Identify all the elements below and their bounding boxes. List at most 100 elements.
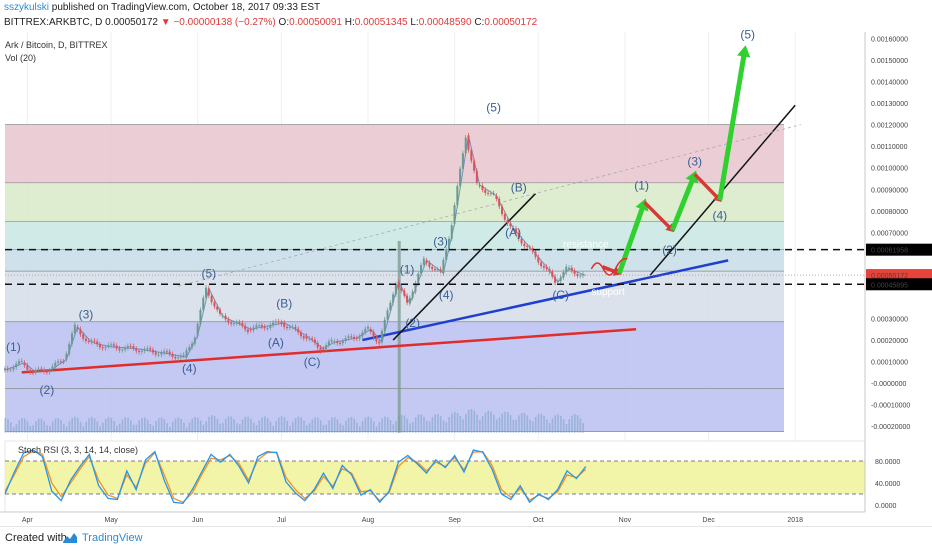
candle (121, 349, 124, 351)
volume-bar (551, 418, 554, 433)
candle (143, 348, 146, 351)
rsi-tick-label: 0.0000 (875, 503, 897, 510)
volume-bar (512, 419, 515, 433)
candle (266, 327, 269, 329)
volume-bar (74, 416, 76, 433)
volume-bar (294, 418, 297, 433)
volume-bar (400, 414, 403, 433)
candle (503, 213, 506, 220)
candle (87, 340, 90, 342)
wave-label: (5) (486, 101, 501, 115)
volume-bar (437, 414, 439, 433)
price-tick-label: -0.0000000 (871, 381, 907, 388)
wave-label: (3) (433, 234, 448, 248)
volume-bar (278, 417, 280, 433)
candle (294, 326, 297, 329)
volume-bar (347, 417, 350, 433)
volume-bar (442, 420, 445, 433)
annotation-resistance: resistance (563, 239, 609, 250)
volume-bar (57, 418, 60, 433)
candle (179, 355, 182, 358)
volume-bar (71, 417, 74, 433)
candle (408, 297, 411, 304)
volume-bar (473, 410, 476, 433)
volume-bar (342, 425, 344, 433)
chart-canvas[interactable]: (1) (2) (3) (4) (5) (A) (B) (C) (1) (2) (3) (4) (5) (… (0, 30, 932, 526)
price-tick-label: 0.00070000 (871, 230, 908, 237)
volume-bar (289, 425, 291, 433)
candle (252, 327, 255, 331)
candle (73, 324, 76, 334)
volume-bar (191, 418, 194, 433)
volume-bar (171, 421, 174, 433)
volume-bar (96, 421, 99, 433)
fib-band (5, 124, 785, 183)
candle (344, 338, 347, 342)
volume-bar (157, 418, 160, 433)
price-tick-label: 0.00110000 (871, 144, 908, 151)
candle (15, 363, 18, 368)
candle (450, 225, 453, 239)
candle (37, 368, 40, 370)
volume-bar (403, 415, 406, 433)
volume-bar (370, 417, 372, 433)
candle (26, 365, 29, 370)
time-tick-label: Jun (192, 517, 203, 524)
volume-bar (490, 411, 492, 433)
candle (517, 233, 520, 239)
candle (9, 369, 12, 371)
candle (364, 328, 367, 333)
wave-label: (4) (182, 361, 197, 375)
volume-bar (518, 415, 520, 433)
wave-label: (B) (511, 180, 527, 194)
time-tick-label: 2018 (787, 517, 803, 524)
up-arrow-head (737, 45, 751, 58)
time-tick-label: Jul (277, 517, 286, 524)
candle (207, 288, 210, 296)
candle (157, 354, 160, 356)
candle (531, 248, 534, 252)
candle (325, 345, 328, 349)
candle (459, 168, 462, 186)
volume-bar (272, 425, 275, 433)
volume-bar (345, 420, 347, 433)
candle (4, 368, 6, 371)
candle (40, 368, 43, 370)
volume-bar (29, 426, 32, 433)
volume-bar (99, 426, 101, 433)
volume-bar (520, 413, 523, 433)
fib-band (5, 388, 785, 432)
candle (202, 297, 205, 310)
volume-bar (493, 414, 495, 433)
author-link[interactable]: sszykulski (4, 2, 50, 13)
volume-bar (90, 416, 93, 433)
candle (487, 192, 490, 194)
volume-bars (4, 240, 584, 433)
volume-bar (479, 419, 481, 433)
candle (171, 354, 174, 357)
volume-bar (426, 420, 428, 433)
stoch-rsi-label: Stoch RSI (3, 3, 14, 14, close) (18, 445, 138, 455)
volume-bar (448, 417, 450, 433)
candle (439, 269, 442, 271)
candle (210, 295, 213, 303)
candle (149, 348, 152, 350)
candle (475, 170, 478, 183)
volume-bar (476, 414, 478, 433)
projection-arrows (590, 45, 751, 276)
candle (319, 347, 322, 352)
candle (54, 362, 57, 367)
candle (107, 345, 110, 347)
candle (528, 247, 531, 249)
candle (57, 361, 60, 363)
volume-bar (258, 420, 261, 433)
candle (191, 343, 194, 348)
tradingview-brand[interactable]: TradingView (82, 532, 143, 544)
candle (470, 150, 473, 161)
volume-bar (46, 425, 48, 433)
candle (540, 262, 543, 267)
volume-bar (238, 424, 241, 433)
volume-bar (364, 417, 367, 433)
candle (17, 361, 20, 364)
volume-bar (138, 420, 141, 433)
